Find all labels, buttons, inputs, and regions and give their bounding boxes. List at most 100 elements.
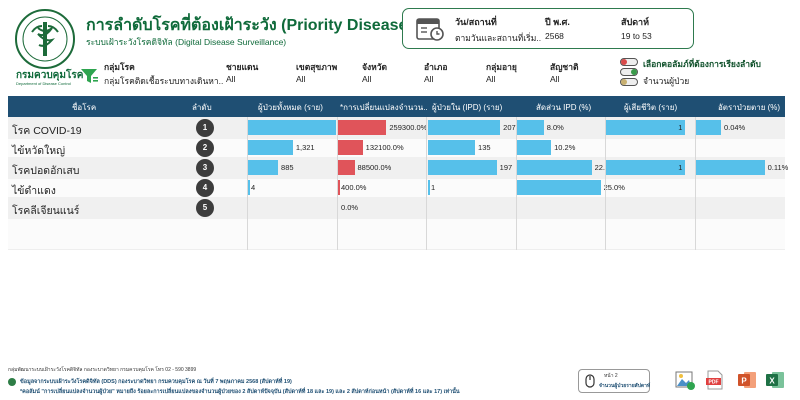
filter-health-region-label: เขตสุขภาพ	[296, 62, 338, 72]
svg-text:X: X	[769, 377, 775, 386]
col-header-deaths[interactable]: ผู้เสียชีวิต (ราย)	[624, 103, 678, 112]
week-value[interactable]: 19 to 53	[621, 31, 652, 41]
total-cases-bar	[248, 120, 336, 135]
change-value: 0.0%	[341, 203, 359, 212]
change-value: 132100.0%	[365, 143, 404, 152]
disease-name[interactable]: ไข้ดำแดง	[12, 185, 56, 197]
filter-province-label: จังหวัด	[362, 62, 388, 72]
ipd-ratio-bar	[517, 120, 544, 135]
image-export-icon[interactable]	[674, 369, 696, 391]
table-row[interactable]: โรคลีเจียนแนร์ 5 0.0%	[8, 197, 785, 219]
filter-age-group-value[interactable]: All	[486, 74, 496, 84]
col-header-ipd-ratio[interactable]: สัดส่วน IPD (%)	[536, 103, 592, 112]
total-cases-value: 1,321	[295, 143, 315, 152]
excel-export-icon[interactable]: X	[764, 369, 786, 391]
disease-name[interactable]: โรคลีเจียนแนร์	[12, 205, 80, 217]
powerpoint-export-icon[interactable]: P	[736, 369, 758, 391]
table-row[interactable]: ไข้หวัดใหญ่ 2 1,321 132100.0% 135 10.2%	[8, 137, 785, 159]
col-header-cfr[interactable]: อัตราป่วยตาย (%)	[718, 103, 781, 112]
filter-border-label: ชายแดน	[226, 62, 259, 72]
total-cases-bar	[248, 180, 250, 195]
date-info-panel: วัน/สถานที่ ตามวันและสถานที่เริ่ม.. ปี พ…	[402, 8, 694, 49]
filter-age-group-label: กลุ่มอายุ	[486, 62, 517, 72]
filter-nationality-value[interactable]: All	[550, 74, 560, 84]
date-label: วัน/สถานที่	[455, 17, 497, 27]
ipd-ratio-bar	[517, 140, 552, 155]
source-credit: กลุ่มพัฒนาระบบเฝ้าระวังโรคดิจิทัล กองระบ…	[8, 367, 197, 373]
cfr-value: 0.04%	[723, 123, 746, 132]
ipd-value: 135	[478, 143, 491, 152]
year-label: ปี พ.ศ.	[545, 17, 570, 27]
mouse-click-icon	[585, 374, 595, 388]
ipd-bar	[428, 180, 430, 195]
calendar-clock-icon	[416, 18, 444, 41]
disease-name[interactable]: โรค COVID-19	[12, 125, 82, 137]
sort-toggle-2[interactable]	[620, 68, 638, 76]
change-value: 88500.0%	[357, 163, 392, 172]
total-cases-bar	[248, 160, 279, 175]
change-bar	[338, 140, 363, 155]
rank-badge: 4	[196, 179, 214, 197]
column-divider	[695, 117, 696, 250]
column-divider	[516, 117, 517, 250]
ipd-value: 207	[503, 123, 516, 132]
change-bar	[338, 160, 355, 175]
disease-name[interactable]: ไข้หวัดใหญ่	[12, 145, 66, 157]
sort-toggle-3[interactable]	[620, 78, 638, 86]
ipd-bar	[428, 160, 497, 175]
department-name: กรมควบคุมโรค	[16, 70, 84, 81]
week-label: สัปดาห์	[621, 17, 650, 27]
disease-name[interactable]: โรคปอดอักเสบ	[12, 165, 80, 177]
filter-border-value[interactable]: All	[226, 74, 236, 84]
priority-disease-table: โรค COVID-1912,593259300.0%2078.0%10.04%…	[8, 117, 788, 250]
col-header-rank[interactable]: ลำดับ	[192, 103, 212, 112]
year-value[interactable]: 2568	[545, 31, 564, 41]
filter-disease-group-value[interactable]: กลุ่มโรคติดเชื้อระบบทางเดินหา..	[104, 76, 224, 86]
column-divider	[247, 117, 248, 250]
ipd-ratio-value: 25.0%	[603, 183, 625, 192]
filter-province-value[interactable]: All	[362, 74, 372, 84]
sort-selected-option[interactable]: จำนวนผู้ป่วย	[643, 76, 690, 86]
rank-badge: 3	[196, 159, 214, 177]
page-2-weekly-cases-button[interactable]: หน้า 2 จำนวนผู้ป่วยรายสัปดาห์	[578, 369, 650, 393]
col-header-disease[interactable]: ชื่อโรค	[72, 103, 97, 112]
column-divider	[605, 117, 606, 250]
page-button-label: หน้า 2	[604, 373, 618, 379]
total-cases-value: 4	[251, 183, 256, 192]
filter-icon	[81, 69, 98, 83]
column-divider	[337, 117, 338, 250]
col-header-total-cases[interactable]: ผู้ป่วยทั้งหมด (ราย)	[258, 103, 323, 112]
rank-badge: 2	[196, 139, 214, 157]
col-header-ipd[interactable]: ผู้ป่วยใน (IPD) (ราย)	[432, 103, 503, 112]
change-value: 400.0%	[341, 183, 367, 192]
ipd-ratio-value: 8.0%	[546, 123, 564, 132]
total-cases-value: 885	[281, 163, 294, 172]
filter-health-region-value[interactable]: All	[296, 74, 306, 84]
change-value: 259300.0%	[389, 123, 428, 132]
deaths-value: 1	[678, 123, 683, 132]
change-bar	[338, 120, 387, 135]
date-value[interactable]: ตามวันและสถานที่เริ่ม..	[455, 33, 542, 43]
ipd-ratio-value: 10.2%	[554, 143, 576, 152]
page-title: การลำดับโรคที่ต้องเฝ้าระวัง (Priority Di…	[86, 17, 413, 34]
rank-badge: 1	[196, 119, 214, 137]
table-header: ชื่อโรค ลำดับ ผู้ป่วยทั้งหมด (ราย) *การเ…	[8, 96, 785, 117]
table-row[interactable]: ไข้ดำแดง 4 4 400.0% 1 25.0%	[8, 177, 785, 199]
deaths-bar	[606, 160, 686, 175]
filter-disease-group-label: กลุ่มโรค	[104, 62, 135, 72]
svg-text:P: P	[741, 377, 747, 386]
deaths-bar	[606, 120, 686, 135]
sort-column-toggles[interactable]	[620, 56, 640, 86]
column-divider	[426, 117, 427, 250]
filter-district-value[interactable]: All	[424, 74, 434, 84]
filter-district-label: อำเภอ	[424, 62, 448, 72]
sort-toggle-1[interactable]	[620, 58, 638, 66]
department-english-name: Department of Disease Control	[16, 81, 71, 86]
pdf-export-icon[interactable]: PDF	[704, 369, 726, 391]
data-source-note: ข้อมูลจากระบบเฝ้าระวังโรคดิจิทัล (DDS) ก…	[20, 379, 292, 385]
change-column-footnote: *คอลัมน์ "การเปลี่ยนแปลงจำนวนผู้ป่วย" หม…	[20, 389, 460, 395]
rank-badge: 5	[196, 199, 214, 217]
col-header-change[interactable]: *การเปลี่ยนแปลงจำนวน..	[340, 103, 428, 112]
